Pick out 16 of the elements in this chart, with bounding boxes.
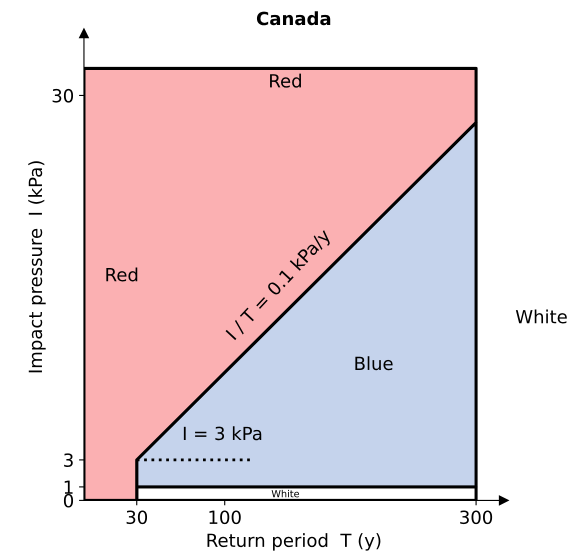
x-tick-label: 300 <box>460 510 492 524</box>
annotation: Red <box>106 267 138 282</box>
y-tick-label: 1 <box>64 480 73 494</box>
x-tick-label: 30 <box>126 510 148 524</box>
annotation: Blue <box>355 356 393 370</box>
annotation: White <box>272 490 300 498</box>
annotation: Red <box>270 74 301 88</box>
y-tick-label: 3 <box>64 453 73 468</box>
annotation: I = 3 kPa <box>184 426 262 440</box>
x-axis-title: Return period T (y) <box>208 533 380 551</box>
text: White <box>516 310 567 324</box>
chart-title: Canada <box>256 11 330 26</box>
y-axis-title: Impact pressure I (kPa) <box>28 161 46 372</box>
y-tick-label: 30 <box>52 88 74 103</box>
x-tick-label: 100 <box>209 510 241 524</box>
y-tick-label: 0 <box>64 494 74 508</box>
